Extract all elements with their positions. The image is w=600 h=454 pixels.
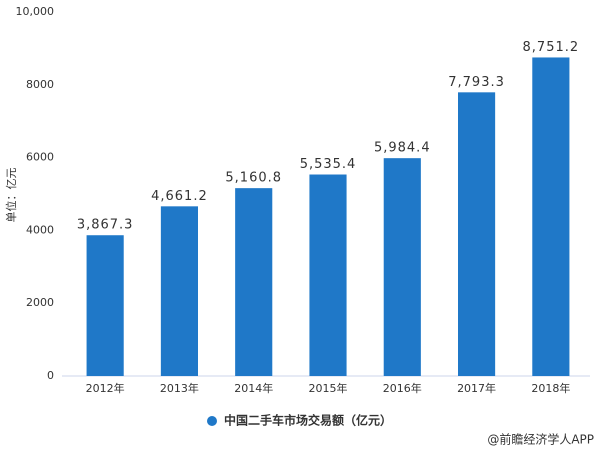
- y-tick-label: 2000: [26, 296, 54, 309]
- x-tick-label: 2015年: [309, 381, 348, 395]
- bar: [235, 188, 273, 376]
- legend-label: 中国二手车市场交易额（亿元）: [224, 413, 392, 428]
- y-tick-label: 0: [47, 369, 54, 382]
- bar: [532, 57, 570, 376]
- bar: [86, 235, 124, 376]
- y-axis-label: 单位：亿元: [4, 168, 18, 223]
- bar: [383, 158, 421, 376]
- y-tick-label: 6000: [26, 151, 54, 164]
- x-tick-label: 2012年: [86, 381, 125, 395]
- y-tick-label: 8000: [26, 78, 54, 91]
- x-tick-label: 2018年: [531, 381, 570, 395]
- source-note: @前瞻经济学人APP: [487, 432, 594, 447]
- value-label: 5,535.4: [300, 157, 357, 172]
- x-tick-label: 2016年: [383, 381, 422, 395]
- value-label: 5,984.4: [374, 141, 431, 156]
- bar: [160, 206, 198, 376]
- x-tick-label: 2013年: [160, 381, 199, 395]
- value-label: 7,793.3: [448, 75, 505, 90]
- legend-marker: [207, 416, 217, 426]
- x-tick-label: 2014年: [234, 381, 273, 395]
- x-tick-label: 2017年: [457, 381, 496, 395]
- bar: [309, 174, 347, 376]
- y-tick-label: 4000: [26, 223, 54, 236]
- value-label: 3,867.3: [77, 218, 134, 233]
- bar: [458, 92, 496, 376]
- y-tick-label: 10,000: [16, 5, 55, 18]
- value-label: 4,661.2: [151, 189, 208, 204]
- value-label: 5,160.8: [225, 171, 282, 186]
- value-label: 8,751.2: [523, 40, 580, 55]
